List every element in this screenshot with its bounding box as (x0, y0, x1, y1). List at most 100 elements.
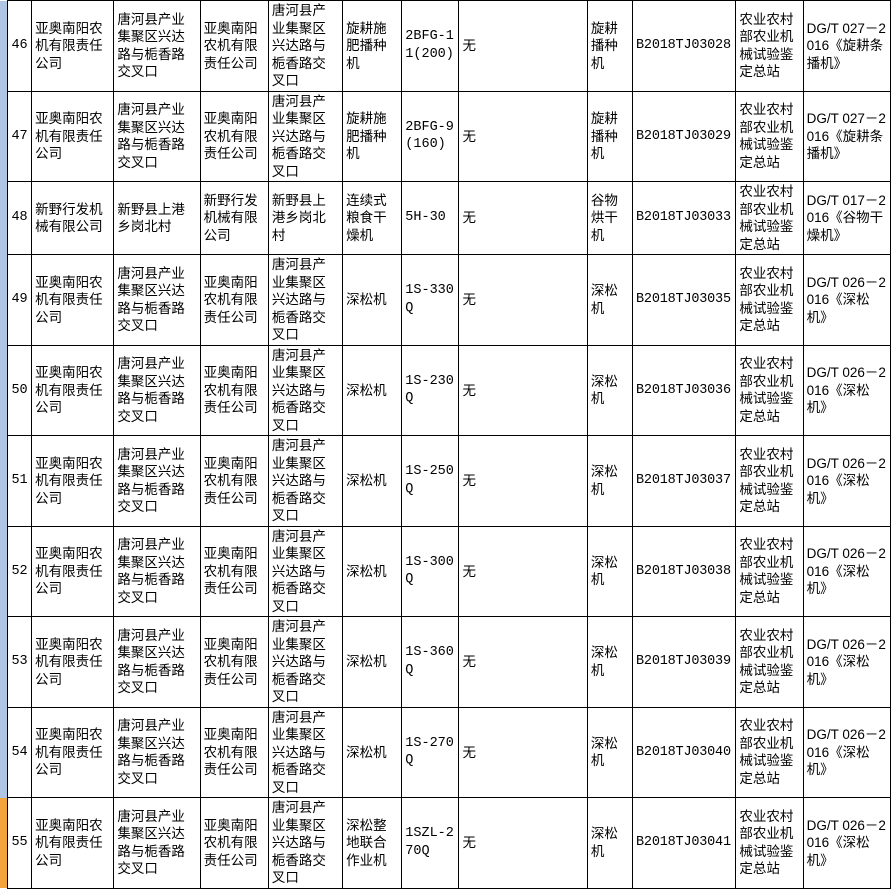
cell-certificate_no[interactable]: B2018TJ03035 (632, 254, 737, 346)
cell-product_name[interactable]: 旋耕施肥播种机 (342, 0, 403, 92)
table-row[interactable]: 47 亚奥南阳农机有限责任公司 唐河县产业集聚区兴达路与栀香路交叉口 亚奥南阳农机有限… (6, 90, 891, 182)
cell-manufacturer[interactable]: 亚奥南阳农机有限责任公司 (199, 435, 269, 527)
cell-certificate_no[interactable]: B2018TJ03041 (632, 797, 737, 889)
cell-applicant[interactable]: 新野行发机械有限公司 (31, 181, 115, 255)
cell-model[interactable]: 2BFG-11(200) (401, 0, 460, 92)
cell-remark[interactable]: 无 (458, 706, 588, 798)
cell-agency[interactable]: 农业农村部农业机械试验鉴定总站 (735, 181, 804, 255)
cell-standard[interactable]: DG/T 026－2016《深松机》 (802, 525, 891, 617)
cell-model[interactable]: 1S-300Q (401, 525, 460, 617)
cell-agency[interactable]: 农业农村部农业机械试验鉴定总站 (735, 616, 804, 708)
cell-applicant[interactable]: 亚奥南阳农机有限责任公司 (31, 525, 115, 617)
table-row[interactable]: 51 亚奥南阳农机有限责任公司 唐河县产业集聚区兴达路与栀香路交叉口 亚奥南阳农机有限… (6, 435, 891, 527)
cell-remark[interactable]: 无 (458, 0, 588, 92)
cell-model[interactable]: 1S-270Q (401, 706, 460, 798)
cell-applicant_address[interactable]: 唐河县产业集聚区兴达路与栀香路交叉口 (113, 525, 201, 617)
table-row[interactable]: 54 亚奥南阳农机有限责任公司 唐河县产业集聚区兴达路与栀香路交叉口 亚奥南阳农机有限… (6, 706, 891, 798)
cell-manufacturer_address[interactable]: 唐河县产业集聚区兴达路与栀香路交叉口 (267, 90, 344, 182)
cell-standard[interactable]: DG/T 026－2016《深松机》 (802, 706, 891, 798)
cell-category[interactable]: 深松机 (586, 254, 634, 346)
cell-model[interactable]: 1S-360Q (401, 616, 460, 708)
cell-certificate_no[interactable]: B2018TJ03040 (632, 706, 737, 798)
cell-model[interactable]: 1S-230Q (401, 344, 460, 436)
cell-agency[interactable]: 农业农村部农业机械试验鉴定总站 (735, 344, 804, 436)
cell-no[interactable]: 51 (6, 435, 33, 527)
cell-applicant[interactable]: 亚奥南阳农机有限责任公司 (31, 797, 115, 889)
cell-manufacturer_address[interactable]: 唐河县产业集聚区兴达路与栀香路交叉口 (267, 254, 344, 346)
cell-product_name[interactable]: 深松机 (342, 435, 403, 527)
cell-category[interactable]: 旋耕播种机 (586, 0, 634, 92)
cell-applicant[interactable]: 亚奥南阳农机有限责任公司 (31, 0, 115, 92)
cell-agency[interactable]: 农业农村部农业机械试验鉴定总站 (735, 90, 804, 182)
cell-applicant_address[interactable]: 唐河县产业集聚区兴达路与栀香路交叉口 (113, 435, 201, 527)
cell-applicant[interactable]: 亚奥南阳农机有限责任公司 (31, 254, 115, 346)
cell-agency[interactable]: 农业农村部农业机械试验鉴定总站 (735, 435, 804, 527)
cell-category[interactable]: 旋耕播种机 (586, 90, 634, 182)
cell-standard[interactable]: DG/T 026－2016《深松机》 (802, 254, 891, 346)
table-row[interactable]: 53 亚奥南阳农机有限责任公司 唐河县产业集聚区兴达路与栀香路交叉口 亚奥南阳农机有限… (6, 616, 891, 708)
cell-manufacturer[interactable]: 亚奥南阳农机有限责任公司 (199, 344, 269, 436)
cell-no[interactable]: 54 (6, 706, 33, 798)
cell-product_name[interactable]: 旋耕施肥播种机 (342, 90, 403, 182)
cell-applicant[interactable]: 亚奥南阳农机有限责任公司 (31, 706, 115, 798)
cell-no[interactable]: 47 (6, 90, 33, 182)
cell-model[interactable]: 1S-250Q (401, 435, 460, 527)
table-row[interactable]: 46 亚奥南阳农机有限责任公司 唐河县产业集聚区兴达路与栀香路交叉口 亚奥南阳农机有限… (6, 0, 891, 92)
cell-standard[interactable]: DG/T 026－2016《深松机》 (802, 344, 891, 436)
cell-applicant_address[interactable]: 唐河县产业集聚区兴达路与栀香路交叉口 (113, 797, 201, 889)
cell-manufacturer_address[interactable]: 唐河县产业集聚区兴达路与栀香路交叉口 (267, 0, 344, 92)
cell-agency[interactable]: 农业农村部农业机械试验鉴定总站 (735, 254, 804, 346)
cell-category[interactable]: 谷物烘干机 (586, 181, 634, 255)
cell-product_name[interactable]: 深松机 (342, 525, 403, 617)
cell-agency[interactable]: 农业农村部农业机械试验鉴定总站 (735, 0, 804, 92)
cell-certificate_no[interactable]: B2018TJ03036 (632, 344, 737, 436)
cell-applicant[interactable]: 亚奥南阳农机有限责任公司 (31, 344, 115, 436)
cell-manufacturer[interactable]: 亚奥南阳农机有限责任公司 (199, 616, 269, 708)
cell-manufacturer_address[interactable]: 唐河县产业集聚区兴达路与栀香路交叉口 (267, 525, 344, 617)
cell-standard[interactable]: DG/T 027－2016《旋耕条播机》 (802, 0, 891, 92)
cell-product_name[interactable]: 连续式粮食干燥机 (342, 181, 403, 255)
cell-model[interactable]: 1S-330Q (401, 254, 460, 346)
cell-applicant_address[interactable]: 新野县上港乡岗北村 (113, 181, 201, 255)
cell-standard[interactable]: DG/T 026－2016《深松机》 (802, 797, 891, 889)
cell-no[interactable]: 55 (6, 797, 33, 889)
cell-certificate_no[interactable]: B2018TJ03038 (632, 525, 737, 617)
cell-agency[interactable]: 农业农村部农业机械试验鉴定总站 (735, 706, 804, 798)
cell-remark[interactable]: 无 (458, 616, 588, 708)
cell-manufacturer[interactable]: 亚奥南阳农机有限责任公司 (199, 706, 269, 798)
table-row[interactable]: 52 亚奥南阳农机有限责任公司 唐河县产业集聚区兴达路与栀香路交叉口 亚奥南阳农机有限… (6, 525, 891, 617)
cell-agency[interactable]: 农业农村部农业机械试验鉴定总站 (735, 525, 804, 617)
cell-manufacturer[interactable]: 亚奥南阳农机有限责任公司 (199, 525, 269, 617)
cell-applicant_address[interactable]: 唐河县产业集聚区兴达路与栀香路交叉口 (113, 90, 201, 182)
cell-no[interactable]: 50 (6, 344, 33, 436)
cell-agency[interactable]: 农业农村部农业机械试验鉴定总站 (735, 797, 804, 889)
table-row[interactable]: 49 亚奥南阳农机有限责任公司 唐河县产业集聚区兴达路与栀香路交叉口 亚奥南阳农机有限… (6, 254, 891, 346)
cell-product_name[interactable]: 深松机 (342, 344, 403, 436)
cell-manufacturer[interactable]: 亚奥南阳农机有限责任公司 (199, 0, 269, 92)
cell-category[interactable]: 深松机 (586, 525, 634, 617)
cell-product_name[interactable]: 深松整地联合作业机 (342, 797, 403, 889)
cell-certificate_no[interactable]: B2018TJ03033 (632, 181, 737, 255)
cell-manufacturer_address[interactable]: 新野县上港乡岗北村 (267, 181, 344, 255)
cell-manufacturer[interactable]: 亚奥南阳农机有限责任公司 (199, 797, 269, 889)
cell-manufacturer[interactable]: 亚奥南阳农机有限责任公司 (199, 90, 269, 182)
cell-remark[interactable]: 无 (458, 797, 588, 889)
cell-manufacturer[interactable]: 新野行发机械有限公司 (199, 181, 269, 255)
cell-applicant_address[interactable]: 唐河县产业集聚区兴达路与栀香路交叉口 (113, 0, 201, 92)
cell-product_name[interactable]: 深松机 (342, 616, 403, 708)
cell-category[interactable]: 深松机 (586, 797, 634, 889)
cell-category[interactable]: 深松机 (586, 344, 634, 436)
cell-manufacturer[interactable]: 亚奥南阳农机有限责任公司 (199, 254, 269, 346)
cell-model[interactable]: 1SZL-270Q (401, 797, 460, 889)
cell-applicant[interactable]: 亚奥南阳农机有限责任公司 (31, 616, 115, 708)
cell-standard[interactable]: DG/T 027－2016《旋耕条播机》 (802, 90, 891, 182)
cell-manufacturer_address[interactable]: 唐河县产业集聚区兴达路与栀香路交叉口 (267, 616, 344, 708)
cell-no[interactable]: 53 (6, 616, 33, 708)
cell-manufacturer_address[interactable]: 唐河县产业集聚区兴达路与栀香路交叉口 (267, 797, 344, 889)
cell-product_name[interactable]: 深松机 (342, 254, 403, 346)
cell-certificate_no[interactable]: B2018TJ03029 (632, 90, 737, 182)
cell-certificate_no[interactable]: B2018TJ03028 (632, 0, 737, 92)
cell-applicant[interactable]: 亚奥南阳农机有限责任公司 (31, 435, 115, 527)
cell-applicant_address[interactable]: 唐河县产业集聚区兴达路与栀香路交叉口 (113, 344, 201, 436)
cell-manufacturer_address[interactable]: 唐河县产业集聚区兴达路与栀香路交叉口 (267, 344, 344, 436)
